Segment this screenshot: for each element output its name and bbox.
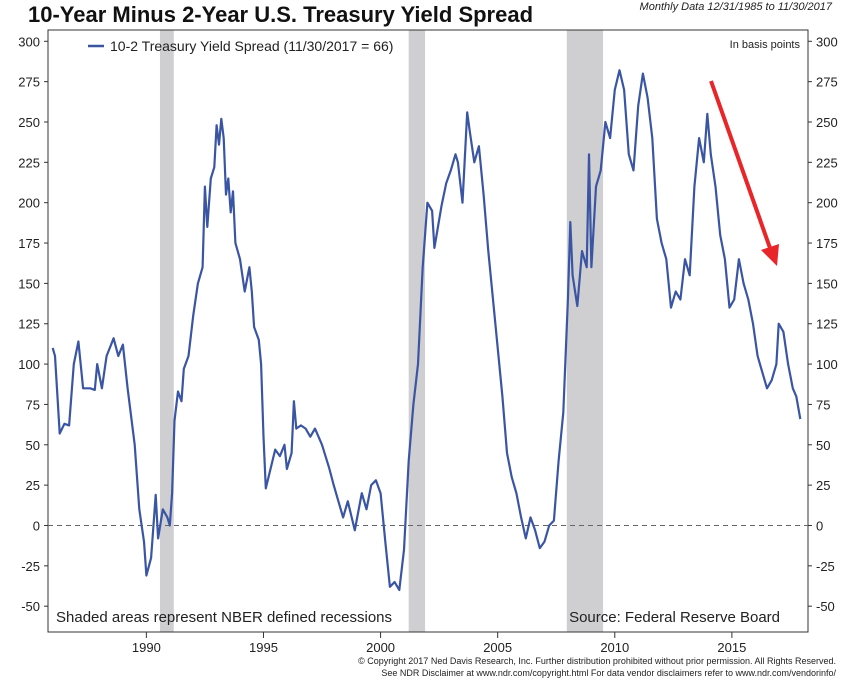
y2-tick-label: 0	[816, 518, 823, 533]
y2-tick-label: 125	[816, 317, 838, 332]
plot-area	[44, 29, 812, 638]
chart-title: 10-Year Minus 2-Year U.S. Treasury Yield…	[28, 2, 533, 27]
x-tick-label: 2005	[483, 640, 512, 655]
x-tick-label: 1995	[249, 640, 278, 655]
y2-tick-label: 25	[816, 478, 830, 493]
recession-band	[566, 30, 604, 632]
y2-tick-label: 150	[816, 276, 838, 291]
y-axis-label: In basis points	[730, 39, 801, 51]
y-tick-label: 100	[18, 357, 40, 372]
y2-tick-label: -25	[816, 559, 835, 574]
y2-tick-label: 100	[816, 357, 838, 372]
recession-band	[159, 30, 174, 632]
plot-frame	[47, 29, 809, 633]
arrow-head	[761, 244, 779, 266]
y-tick-label: -50	[21, 599, 40, 614]
annotation: Shaded areas represent NBER defined rece…	[56, 609, 392, 626]
x-tick-label: 2000	[366, 640, 395, 655]
y-tick-label: 150	[18, 276, 40, 291]
y-tick-label: 250	[18, 115, 40, 130]
arrow-shaft	[709, 80, 772, 249]
y2-tick-label: 75	[816, 397, 830, 412]
y2-tick-label: 300	[816, 34, 838, 49]
series-line	[51, 69, 802, 592]
annotation: Source: Federal Reserve Board	[569, 609, 780, 626]
recession-band	[408, 30, 426, 632]
footer: © Copyright 2017 Ned Davis Research, Inc…	[358, 656, 836, 666]
y-tick-label: -25	[21, 559, 40, 574]
y-tick-label: 25	[26, 478, 40, 493]
y-tick-label: 225	[18, 155, 40, 170]
y2-tick-label: 250	[816, 115, 838, 130]
x-tick-label: 2015	[717, 640, 746, 655]
y-tick-label: 0	[33, 518, 40, 533]
y-tick-label: 75	[26, 397, 40, 412]
x-tick-label: 2010	[600, 640, 629, 655]
y-tick-label: 275	[18, 75, 40, 90]
y2-tick-label: 50	[816, 438, 830, 453]
y2-tick-label: 225	[816, 155, 838, 170]
y2-tick-label: 275	[816, 75, 838, 90]
y2-tick-label: 200	[816, 196, 838, 211]
footer: See NDR Disclaimer at www.ndr.com/copyri…	[381, 668, 836, 678]
y-tick-label: 125	[18, 317, 40, 332]
y2-tick-label: -50	[816, 599, 835, 614]
y-tick-label: 175	[18, 236, 40, 251]
y-tick-label: 200	[18, 196, 40, 211]
chart-subtitle: Monthly Data 12/31/1985 to 11/30/2017	[640, 1, 833, 13]
legend-label: 10-2 Treasury Yield Spread (11/30/2017 =…	[110, 38, 393, 54]
x-tick-label: 1990	[132, 640, 161, 655]
y-tick-label: 50	[26, 438, 40, 453]
red-arrow	[709, 80, 779, 266]
y2-tick-label: 175	[816, 236, 838, 251]
y-tick-label: 300	[18, 34, 40, 49]
